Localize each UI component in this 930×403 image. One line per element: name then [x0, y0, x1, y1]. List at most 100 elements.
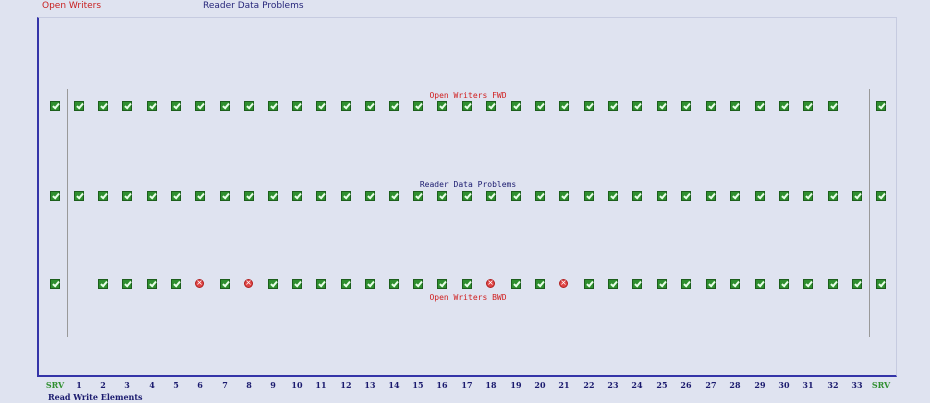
status-ok-icon[interactable]: [803, 101, 813, 111]
open-writers-link[interactable]: Open Writers: [42, 1, 102, 11]
status-ok-icon[interactable]: [608, 279, 618, 289]
status-ok-icon[interactable]: [632, 191, 642, 201]
status-ok-icon[interactable]: [681, 279, 691, 289]
status-ok-icon[interactable]: [437, 101, 447, 111]
status-ok-icon[interactable]: [292, 101, 302, 111]
status-ok-icon[interactable]: [171, 279, 181, 289]
status-ok-icon[interactable]: [755, 191, 765, 201]
status-ok-icon[interactable]: [803, 279, 813, 289]
reader-data-problems-link[interactable]: Reader Data Problems: [203, 1, 304, 11]
status-ok-icon[interactable]: [657, 101, 667, 111]
status-ok-icon[interactable]: [244, 191, 254, 201]
status-ok-icon[interactable]: [876, 101, 886, 111]
status-ok-icon[interactable]: [828, 101, 838, 111]
status-ok-icon[interactable]: [171, 101, 181, 111]
status-ok-icon[interactable]: [730, 191, 740, 201]
status-ok-icon[interactable]: [389, 279, 399, 289]
status-ok-icon[interactable]: [98, 191, 108, 201]
status-ok-icon[interactable]: [365, 279, 375, 289]
status-ok-icon[interactable]: [195, 191, 205, 201]
status-ok-icon[interactable]: [316, 279, 326, 289]
status-ok-icon[interactable]: [779, 191, 789, 201]
status-ok-icon[interactable]: [535, 191, 545, 201]
status-ok-icon[interactable]: [365, 101, 375, 111]
status-ok-icon[interactable]: [706, 279, 716, 289]
status-ok-icon[interactable]: [50, 101, 60, 111]
status-ok-icon[interactable]: [122, 279, 132, 289]
status-ok-icon[interactable]: [122, 101, 132, 111]
status-ok-icon[interactable]: [98, 279, 108, 289]
status-ok-icon[interactable]: [535, 279, 545, 289]
status-ok-icon[interactable]: [462, 279, 472, 289]
status-ok-icon[interactable]: [511, 101, 521, 111]
status-ok-icon[interactable]: [98, 101, 108, 111]
status-error-icon[interactable]: [195, 278, 204, 288]
status-ok-icon[interactable]: [389, 191, 399, 201]
status-ok-icon[interactable]: [876, 191, 886, 201]
status-ok-icon[interactable]: [779, 101, 789, 111]
status-error-icon[interactable]: [559, 278, 568, 288]
status-ok-icon[interactable]: [74, 101, 84, 111]
status-ok-icon[interactable]: [779, 279, 789, 289]
status-ok-icon[interactable]: [852, 191, 862, 201]
status-ok-icon[interactable]: [828, 191, 838, 201]
status-ok-icon[interactable]: [147, 191, 157, 201]
status-ok-icon[interactable]: [268, 279, 278, 289]
status-ok-icon[interactable]: [706, 191, 716, 201]
status-ok-icon[interactable]: [876, 279, 886, 289]
status-ok-icon[interactable]: [584, 191, 594, 201]
status-ok-icon[interactable]: [195, 101, 205, 111]
status-ok-icon[interactable]: [486, 191, 496, 201]
status-ok-icon[interactable]: [341, 101, 351, 111]
status-ok-icon[interactable]: [220, 191, 230, 201]
status-ok-icon[interactable]: [244, 101, 254, 111]
status-ok-icon[interactable]: [657, 191, 667, 201]
status-ok-icon[interactable]: [486, 101, 496, 111]
status-ok-icon[interactable]: [413, 279, 423, 289]
status-ok-icon[interactable]: [292, 191, 302, 201]
status-ok-icon[interactable]: [584, 101, 594, 111]
status-ok-icon[interactable]: [632, 101, 642, 111]
status-ok-icon[interactable]: [559, 101, 569, 111]
status-ok-icon[interactable]: [559, 191, 569, 201]
status-ok-icon[interactable]: [74, 191, 84, 201]
status-ok-icon[interactable]: [220, 101, 230, 111]
status-ok-icon[interactable]: [632, 279, 642, 289]
status-ok-icon[interactable]: [608, 191, 618, 201]
status-ok-icon[interactable]: [268, 101, 278, 111]
status-ok-icon[interactable]: [220, 279, 230, 289]
status-ok-icon[interactable]: [828, 279, 838, 289]
status-ok-icon[interactable]: [755, 279, 765, 289]
status-ok-icon[interactable]: [122, 191, 132, 201]
status-ok-icon[interactable]: [316, 101, 326, 111]
status-ok-icon[interactable]: [852, 279, 862, 289]
status-ok-icon[interactable]: [341, 191, 351, 201]
status-error-icon[interactable]: [486, 278, 495, 288]
status-ok-icon[interactable]: [50, 279, 60, 289]
status-ok-icon[interactable]: [511, 191, 521, 201]
status-ok-icon[interactable]: [608, 101, 618, 111]
status-ok-icon[interactable]: [413, 191, 423, 201]
status-ok-icon[interactable]: [389, 101, 399, 111]
status-ok-icon[interactable]: [657, 279, 667, 289]
status-error-icon[interactable]: [244, 278, 253, 288]
status-ok-icon[interactable]: [730, 279, 740, 289]
status-ok-icon[interactable]: [803, 191, 813, 201]
status-ok-icon[interactable]: [462, 191, 472, 201]
status-ok-icon[interactable]: [147, 101, 157, 111]
status-ok-icon[interactable]: [535, 101, 545, 111]
status-ok-icon[interactable]: [437, 279, 447, 289]
status-ok-icon[interactable]: [413, 101, 423, 111]
status-ok-icon[interactable]: [171, 191, 181, 201]
status-ok-icon[interactable]: [511, 279, 521, 289]
status-ok-icon[interactable]: [462, 101, 472, 111]
status-ok-icon[interactable]: [584, 279, 594, 289]
status-ok-icon[interactable]: [268, 191, 278, 201]
status-ok-icon[interactable]: [437, 191, 447, 201]
status-ok-icon[interactable]: [730, 101, 740, 111]
status-ok-icon[interactable]: [341, 279, 351, 289]
status-ok-icon[interactable]: [755, 101, 765, 111]
status-ok-icon[interactable]: [365, 191, 375, 201]
status-ok-icon[interactable]: [681, 101, 691, 111]
status-ok-icon[interactable]: [681, 191, 691, 201]
